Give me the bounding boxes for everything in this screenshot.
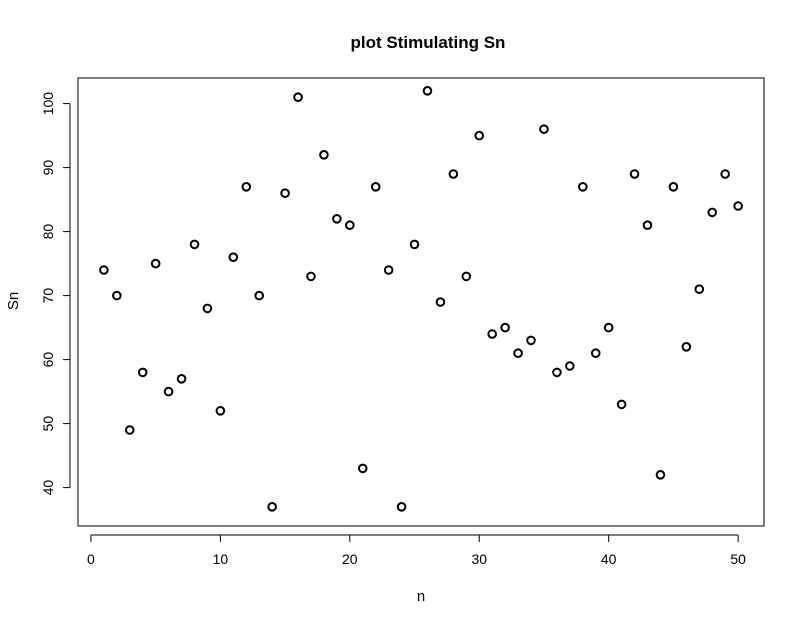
y-tick-label: 40 — [40, 480, 56, 496]
data-point — [603, 322, 614, 333]
y-tick-label: 50 — [40, 416, 56, 432]
data-point — [577, 182, 588, 192]
data-point — [306, 271, 316, 282]
plot-frame — [77, 77, 765, 527]
data-point — [435, 297, 446, 307]
data-point — [513, 348, 523, 359]
data-point — [500, 322, 510, 333]
data-point — [668, 182, 679, 192]
x-tick-label: 50 — [730, 551, 746, 567]
data-point — [539, 124, 549, 134]
data-point — [616, 399, 627, 410]
data-point — [319, 150, 329, 160]
data-point — [681, 342, 692, 352]
data-point — [370, 182, 381, 192]
x-axis: 0 10 20 30 40 50 — [87, 534, 746, 567]
chart-title: plot Stimulating Sn — [351, 33, 506, 52]
x-tick-label: 10 — [213, 551, 229, 567]
x-tick-label: 30 — [471, 551, 487, 567]
data-point — [228, 252, 239, 263]
data-point — [280, 188, 290, 198]
x-tick-label: 0 — [87, 551, 95, 567]
data-point — [124, 425, 135, 435]
data-point — [345, 220, 355, 230]
data-point — [733, 201, 743, 211]
y-tick-label: 100 — [40, 92, 56, 116]
y-axis: 40 50 60 70 80 90 100 — [40, 92, 71, 496]
x-axis-label: n — [417, 588, 425, 605]
data-point — [565, 361, 575, 371]
data-point — [642, 220, 653, 230]
data-point — [629, 169, 640, 179]
data-point — [267, 502, 277, 512]
data-point — [357, 463, 368, 474]
data-point — [137, 367, 148, 378]
data-point — [254, 290, 265, 301]
data-point — [383, 265, 394, 275]
y-tick-label: 90 — [40, 160, 56, 176]
data-point — [707, 207, 718, 218]
y-axis-label: Sn — [5, 292, 22, 310]
data-point — [293, 92, 303, 102]
data-point — [448, 169, 459, 179]
data-point — [409, 239, 420, 250]
data-point — [163, 386, 174, 397]
data-point — [422, 86, 433, 96]
data-point — [655, 470, 666, 480]
x-tick-label: 20 — [342, 551, 358, 567]
y-tick-label: 70 — [40, 288, 56, 304]
x-tick-label: 40 — [601, 551, 617, 567]
data-point — [720, 169, 730, 179]
data-point — [487, 329, 497, 339]
data-point — [215, 406, 226, 416]
y-tick-label: 80 — [40, 224, 56, 240]
data-point — [99, 265, 109, 275]
data-point — [112, 290, 122, 301]
data-point — [694, 284, 705, 295]
data-point — [461, 271, 472, 282]
data-point — [526, 335, 536, 346]
data-point — [202, 303, 213, 314]
data-point — [176, 374, 187, 384]
data-point — [150, 258, 161, 269]
data-point — [332, 214, 342, 224]
data-point — [241, 182, 252, 192]
data-point — [396, 502, 407, 512]
data-point — [552, 367, 562, 378]
data-point — [474, 130, 485, 141]
data-point — [590, 348, 601, 359]
data-points — [99, 86, 743, 512]
data-point — [189, 239, 200, 250]
y-tick-label: 60 — [40, 352, 56, 368]
